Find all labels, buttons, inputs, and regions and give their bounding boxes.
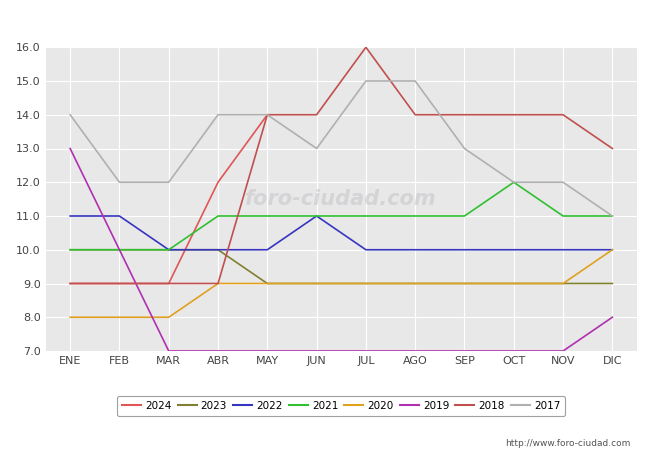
Text: http://www.foro-ciudad.com: http://www.foro-ciudad.com: [505, 439, 630, 448]
Text: foro-ciudad.com: foro-ciudad.com: [246, 189, 437, 209]
Text: Afiliados en Fórnoles a 31/5/2024: Afiliados en Fórnoles a 31/5/2024: [187, 14, 463, 33]
Legend: 2024, 2023, 2022, 2021, 2020, 2019, 2018, 2017: 2024, 2023, 2022, 2021, 2020, 2019, 2018…: [117, 396, 566, 416]
